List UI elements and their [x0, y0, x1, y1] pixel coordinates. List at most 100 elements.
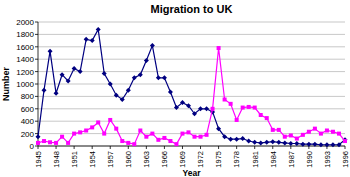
data-point [307, 130, 311, 134]
x-tick-label: 1972 [196, 151, 205, 168]
data-point [253, 106, 257, 110]
y-tick [35, 46, 38, 47]
grid-line [38, 71, 345, 72]
y-tick-label: 600 [21, 105, 35, 114]
data-point [193, 135, 197, 139]
data-point [289, 133, 293, 137]
data-point [216, 126, 221, 131]
data-point [211, 107, 215, 111]
data-point [312, 142, 317, 147]
data-point [265, 116, 269, 120]
data-point [78, 130, 82, 134]
data-point [120, 139, 124, 143]
data-point [301, 133, 305, 137]
grid-line [38, 84, 345, 85]
y-tick-label: 1600 [16, 43, 34, 52]
x-tick-label: 1993 [323, 151, 332, 168]
data-point [108, 82, 113, 87]
x-axis [38, 146, 345, 147]
x-tick [182, 146, 183, 149]
y-tick [35, 71, 38, 72]
data-point [205, 133, 209, 137]
data-point [126, 141, 130, 145]
data-point [235, 118, 239, 122]
y-tick-label: 1800 [16, 30, 34, 39]
y-tick-label: 400 [21, 117, 35, 126]
y-tick-label: 200 [21, 130, 35, 139]
x-tick-label: 1945 [34, 151, 43, 168]
x-tick-label: 1951 [70, 151, 79, 168]
data-point [54, 91, 59, 96]
data-point [42, 88, 47, 93]
y-tick-label: 1000 [16, 80, 34, 89]
chart: Migration to UKNumberYear020040060080010… [0, 0, 350, 177]
data-point [288, 141, 293, 146]
data-point [168, 90, 173, 95]
data-point [246, 139, 251, 144]
data-point [78, 69, 83, 74]
data-point [271, 128, 275, 132]
x-tick [110, 146, 111, 149]
data-point [90, 38, 95, 43]
data-point [138, 72, 143, 77]
data-point [234, 137, 239, 142]
y-tick [35, 133, 38, 134]
x-tick-label: 1957 [106, 151, 115, 168]
y-tick [35, 34, 38, 35]
x-tick-label: 1966 [160, 151, 169, 168]
y-tick [35, 146, 38, 147]
y-axis [38, 22, 39, 146]
grid-line [38, 121, 345, 122]
data-point [90, 125, 94, 129]
data-point [72, 132, 76, 136]
x-tick [128, 146, 129, 149]
data-point [313, 127, 317, 131]
data-point [42, 139, 46, 143]
grid-line [38, 96, 345, 97]
data-point [222, 134, 227, 139]
y-axis-label: Number [1, 67, 11, 102]
series-line [38, 29, 345, 144]
data-point [180, 132, 184, 136]
x-tick-label: 1948 [52, 151, 61, 168]
x-tick-label: 1969 [178, 151, 187, 168]
data-point [330, 142, 335, 147]
data-point [319, 132, 323, 136]
data-point [337, 132, 341, 136]
data-point [132, 142, 136, 146]
x-tick-label: 1963 [142, 151, 151, 168]
grid-line [38, 146, 345, 147]
y-tick [35, 108, 38, 109]
data-point [150, 132, 154, 136]
data-point [283, 135, 287, 139]
data-point [277, 128, 281, 132]
data-point [324, 142, 329, 147]
plot-area [36, 27, 348, 147]
data-point [259, 113, 263, 117]
data-point [48, 140, 52, 144]
data-point [192, 111, 197, 116]
y-tick-label: 800 [21, 92, 35, 101]
x-tick-label: 1984 [269, 151, 278, 168]
data-point [276, 140, 281, 145]
grid-line [38, 34, 345, 35]
data-point [132, 75, 137, 80]
data-point [331, 130, 335, 134]
x-tick-label: 1978 [232, 151, 241, 168]
data-point [96, 27, 101, 32]
data-point [282, 140, 287, 145]
y-tick-label: 1200 [16, 68, 34, 77]
grid-line [38, 59, 345, 60]
data-point [66, 78, 71, 83]
data-point [300, 142, 305, 147]
data-point [150, 43, 155, 48]
y-tick [35, 22, 38, 23]
x-tick [345, 146, 346, 149]
data-point [240, 136, 245, 141]
data-point [96, 120, 100, 124]
y-tick [35, 121, 38, 122]
data-point [66, 141, 70, 145]
x-tick-label: 1960 [124, 151, 133, 168]
data-point [102, 132, 106, 136]
data-point [198, 106, 203, 111]
